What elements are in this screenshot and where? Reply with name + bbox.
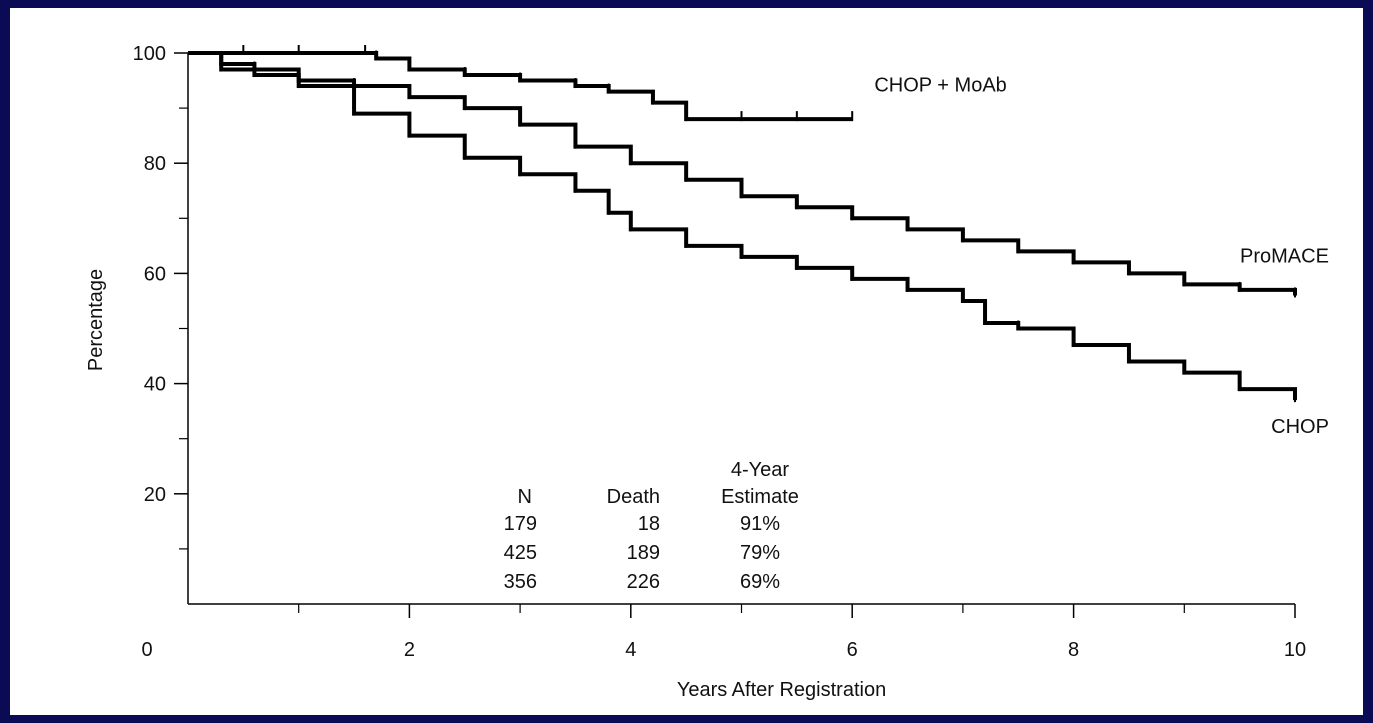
x-tick-label: 0 xyxy=(141,639,152,661)
table-cell: 69% xyxy=(740,571,780,593)
x-tick-label: 4 xyxy=(625,639,636,661)
y-tick-label: 40 xyxy=(144,374,166,396)
series-group xyxy=(188,45,1297,403)
table-cell: 425 xyxy=(504,542,537,564)
table-header: Estimate xyxy=(721,486,799,508)
table-cell: 179 xyxy=(504,513,537,535)
table-header: 4-Year xyxy=(731,459,790,481)
table-cell: 226 xyxy=(627,571,660,593)
table-cell: 91% xyxy=(740,513,780,535)
table-header: N xyxy=(518,486,532,508)
table-header: Death xyxy=(607,486,660,508)
table-cell: 79% xyxy=(740,542,780,564)
x-axis-title: Years After Registration xyxy=(677,679,886,701)
table-cell: 189 xyxy=(627,542,660,564)
table-cell: 18 xyxy=(638,513,660,535)
x-tick-label: 8 xyxy=(1068,639,1079,661)
series-label-2: ProMACE xyxy=(1240,245,1329,267)
stats-table: N Death 4-Year Estimate 179 18 91% 425 189 79% 356… xyxy=(504,459,799,593)
y-tick-label: 20 xyxy=(144,484,166,506)
axes: 0 2 4 6 8 10 20 40 60 80 100 xyxy=(133,43,1307,661)
y-tick-label: 100 xyxy=(133,43,166,65)
series-line-3 xyxy=(188,51,1297,401)
x-tick-label: 10 xyxy=(1284,639,1306,661)
series-label-3: CHOP xyxy=(1271,416,1329,438)
chart-frame: 0 2 4 6 8 10 20 40 60 80 100 CHOP + MoAb ProMACE CHO… xyxy=(10,8,1363,715)
y-tick-label: 60 xyxy=(144,263,166,285)
x-tick-label: 2 xyxy=(404,639,415,661)
series-labels: CHOP + MoAb ProMACE CHOP xyxy=(874,75,1329,439)
table-cell: 356 xyxy=(504,571,537,593)
series-label-1: CHOP + MoAb xyxy=(874,75,1006,97)
x-tick-label: 6 xyxy=(847,639,858,661)
y-tick-label: 80 xyxy=(144,153,166,175)
y-axis-title: Percentage xyxy=(85,269,107,371)
